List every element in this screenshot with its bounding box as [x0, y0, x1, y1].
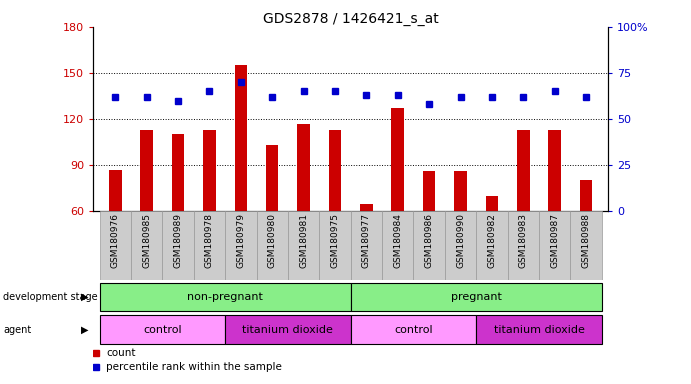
Bar — [234, 65, 247, 211]
Text: GSM180985: GSM180985 — [142, 213, 151, 268]
Text: GSM180990: GSM180990 — [456, 213, 465, 268]
Bar — [570, 211, 602, 280]
Text: control: control — [394, 324, 433, 335]
Bar — [172, 134, 184, 211]
Text: count: count — [106, 348, 135, 358]
Bar — [486, 196, 498, 211]
Bar — [517, 130, 529, 211]
Bar — [351, 283, 602, 311]
Bar — [476, 315, 602, 344]
Text: titanium dioxide: titanium dioxide — [493, 324, 585, 335]
Bar — [100, 211, 131, 280]
Text: GSM180976: GSM180976 — [111, 213, 120, 268]
Text: GSM180981: GSM180981 — [299, 213, 308, 268]
Bar — [100, 283, 351, 311]
Bar — [100, 315, 225, 344]
Bar — [329, 130, 341, 211]
Bar — [319, 211, 351, 280]
Bar — [454, 171, 467, 211]
Text: ▶: ▶ — [81, 292, 88, 302]
Bar — [297, 124, 310, 211]
Bar — [140, 130, 153, 211]
Bar — [225, 315, 351, 344]
Bar — [109, 170, 122, 211]
Text: pregnant: pregnant — [451, 292, 502, 302]
Text: GSM180982: GSM180982 — [487, 213, 496, 268]
Text: non-pregnant: non-pregnant — [187, 292, 263, 302]
Text: GSM180977: GSM180977 — [362, 213, 371, 268]
Bar — [131, 211, 162, 280]
Title: GDS2878 / 1426421_s_at: GDS2878 / 1426421_s_at — [263, 12, 439, 26]
Bar — [193, 211, 225, 280]
Bar — [382, 211, 413, 280]
Bar — [162, 211, 193, 280]
Bar — [392, 108, 404, 211]
Bar — [580, 180, 592, 211]
Text: control: control — [143, 324, 182, 335]
Bar — [288, 211, 319, 280]
Bar — [203, 130, 216, 211]
Bar — [423, 171, 435, 211]
Bar — [445, 211, 476, 280]
Bar — [413, 211, 445, 280]
Text: GSM180987: GSM180987 — [550, 213, 559, 268]
Bar — [539, 211, 570, 280]
Bar — [266, 145, 278, 211]
Text: GSM180988: GSM180988 — [582, 213, 591, 268]
Bar — [351, 211, 382, 280]
Text: GSM180983: GSM180983 — [519, 213, 528, 268]
Text: development stage: development stage — [3, 292, 98, 302]
Bar — [256, 211, 288, 280]
Text: ▶: ▶ — [81, 325, 88, 335]
Bar — [549, 130, 561, 211]
Text: GSM180978: GSM180978 — [205, 213, 214, 268]
Text: GSM180979: GSM180979 — [236, 213, 245, 268]
Text: percentile rank within the sample: percentile rank within the sample — [106, 362, 282, 372]
Text: GSM180975: GSM180975 — [330, 213, 339, 268]
Text: GSM180989: GSM180989 — [173, 213, 182, 268]
Bar — [351, 315, 476, 344]
Text: GSM180984: GSM180984 — [393, 213, 402, 268]
Text: GSM180980: GSM180980 — [267, 213, 276, 268]
Bar — [476, 211, 508, 280]
Text: titanium dioxide: titanium dioxide — [243, 324, 333, 335]
Bar — [360, 204, 372, 211]
Bar — [225, 211, 256, 280]
Bar — [508, 211, 539, 280]
Text: GSM180986: GSM180986 — [425, 213, 434, 268]
Text: agent: agent — [3, 325, 32, 335]
